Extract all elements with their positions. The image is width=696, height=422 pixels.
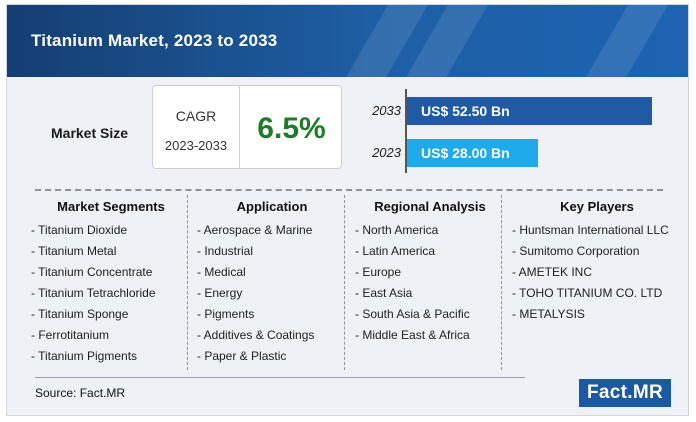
column-separator [501, 195, 502, 370]
column-title: Key Players [560, 199, 634, 214]
section-divider [35, 189, 663, 191]
list-item: - Titanium Dioxide [31, 223, 128, 237]
list-item: - North America [355, 223, 439, 237]
column-2: Regional Analysis - North America - Latin … [355, 199, 505, 346]
column-3: Key Players - Huntsman International LLC -… [512, 199, 682, 325]
list-item: - Titanium Pigments [31, 349, 138, 363]
list-item: - Titanium Concentrate [31, 265, 153, 279]
list-item: - Latin America [355, 244, 436, 258]
factmr-logo: Fact.MR [579, 379, 671, 407]
list-item: - Titanium Metal [31, 244, 117, 258]
list-item: - South Asia & Pacific [355, 307, 470, 321]
list-item: - Energy [197, 286, 243, 300]
footer-divider [35, 377, 525, 378]
bar-2033: US$ 52.50 Bn [407, 97, 652, 125]
bar-axis [405, 89, 407, 173]
cagr-box: CAGR 2023-2033 6.5% [152, 85, 342, 169]
column-title: Regional Analysis [374, 199, 486, 214]
market-size-label: Market Size [51, 125, 129, 141]
list-item: - East Asia [355, 286, 413, 300]
bar-year-label: 2023 [372, 145, 401, 160]
header-banner: Titanium Market, 2023 to 2033 [7, 5, 688, 77]
column-list: - Titanium Dioxide - Titanium Metal - Tita… [31, 220, 191, 367]
cagr-period: 2023-2033 [164, 138, 228, 153]
list-item: - Additives & Coatings [197, 328, 315, 342]
bar-year-label: 2033 [372, 103, 401, 118]
header-stripe [586, 5, 668, 77]
list-item: - METALYSIS [512, 307, 585, 321]
bar-2023: US$ 28.00 Bn [407, 139, 538, 167]
column-0: Market Segments - Titanium Dioxide - Titan… [31, 199, 191, 367]
page-title: Titanium Market, 2023 to 2033 [31, 31, 278, 50]
column-separator [344, 195, 345, 370]
infographic-card: Titanium Market, 2023 to 2033 Market Siz… [6, 4, 689, 416]
cagr-label: CAGR [175, 108, 217, 124]
list-item: - Europe [355, 265, 402, 279]
list-item: - Paper & Plastic [197, 349, 287, 363]
column-list: - North America - Latin America - Europe - … [355, 220, 505, 346]
list-item: - Huntsman International LLC [512, 223, 669, 237]
cagr-value: 6.5% [257, 112, 326, 145]
list-item: - Aerospace & Marine [197, 223, 313, 237]
list-item: - Titanium Tetrachloride [31, 286, 156, 300]
list-item: - Middle East & Africa [355, 328, 470, 342]
list-item: - AMETEK INC [512, 265, 593, 279]
list-item: - Medical [197, 265, 246, 279]
list-item: - Pigments [197, 307, 255, 321]
list-item: - Ferrotitanium [31, 328, 110, 342]
column-title: Application [236, 199, 308, 214]
column-separator [187, 195, 188, 370]
market-size-bar-chart: 2033 US$ 52.50 Bn 2023 US$ 28.00 Bn [359, 89, 659, 173]
column-title: Market Segments [57, 199, 165, 214]
list-item: - Titanium Sponge [31, 307, 129, 321]
column-list: - Huntsman International LLC - Sumitomo C… [512, 220, 682, 325]
list-item: - Industrial [197, 244, 254, 258]
list-item: - TOHO TITANIUM CO. LTD [512, 286, 663, 300]
column-list: - Aerospace & Marine - Industrial - Medica… [197, 220, 347, 367]
cagr-divider [239, 86, 240, 168]
source-text: Source: Fact.MR [35, 386, 126, 400]
list-item: - Sumitomo Corporation [512, 244, 640, 258]
column-1: Application - Aerospace & Marine - Industr… [197, 199, 347, 367]
